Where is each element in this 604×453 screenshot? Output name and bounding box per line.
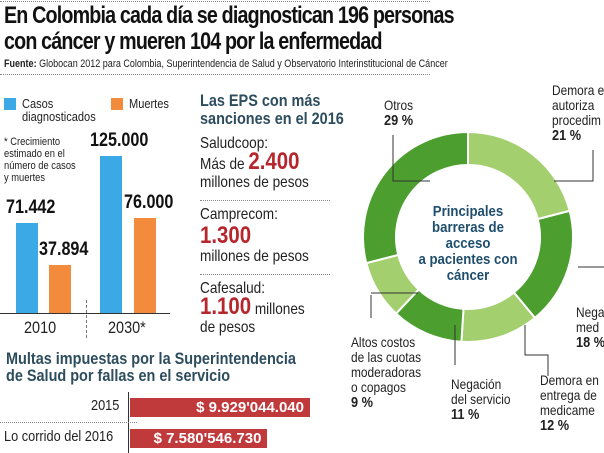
fine-bar-2016: $ 7.580'546.730 (130, 429, 268, 448)
fine-year-2016: Lo corrido del 2016 (4, 428, 114, 445)
bar-value-label: 71.442 (6, 197, 56, 219)
label-demora-entrega: Demora en entrega de medicame 12 % (540, 372, 599, 434)
year-divider (86, 300, 87, 338)
bar-value-label: 37.894 (39, 239, 89, 261)
bar-muertes-2030* (134, 217, 156, 313)
label-negacion-med: Nega med 18 % (576, 304, 604, 351)
fine-bar-2015: $ 9.929'044.040 (130, 398, 310, 417)
donut-slice (362, 130, 469, 265)
source: Fuente: Globocan 2012 para Colombia, Sup… (4, 58, 448, 70)
bar-casos-2010 (16, 223, 38, 313)
bar-value-label: 125.000 (90, 130, 149, 151)
eps-title: Las EPS con más sanciones en el 2016 (200, 91, 344, 128)
label-otros: Otros 29 % (384, 97, 414, 129)
x-axis (0, 313, 170, 314)
divider (0, 74, 430, 75)
legend-muertes: Muertes (129, 96, 169, 111)
legend-swatch-casos (4, 98, 16, 110)
legend-casos: Casos diagnosticados (22, 96, 96, 124)
donut-chart (362, 130, 604, 376)
eps-saludcoop: Saludcoop: Más de 2.400 millones de pesos (200, 135, 309, 191)
fine-year-2015: 2015 (91, 397, 120, 414)
x-tick-2030: 2030* (108, 318, 146, 337)
label-demora-autorizacion: Demora e autoriza procedim 21 % (552, 82, 604, 144)
legend-swatch-muertes (111, 98, 123, 110)
fines-title: Multas impuestas por la Superintendencia… (6, 349, 296, 385)
label-altos-costos: Altos costos de las cuotas moderadoras o co… (351, 334, 422, 411)
bar-value-label: 76.000 (124, 191, 174, 213)
label-negacion-servicio: Negación del servicio 11 % (451, 376, 511, 423)
donut-title: Principales barreras de acceso a pacientes… (418, 203, 518, 284)
bar-muertes-2010 (49, 265, 71, 313)
bar-casos-2030* (100, 156, 122, 313)
growth-note: * Crecimiento estimado en el número de cas… (4, 136, 76, 184)
eps-camprecom: Camprecom: 1.300 millones de pesos (200, 206, 309, 265)
x-tick-2010: 2010 (24, 318, 57, 337)
page-title: En Colombia cada día se diagnostican 196… (4, 2, 455, 55)
eps-cafesalud: Cafesalud: 1.100 millones de pesos (200, 280, 305, 336)
